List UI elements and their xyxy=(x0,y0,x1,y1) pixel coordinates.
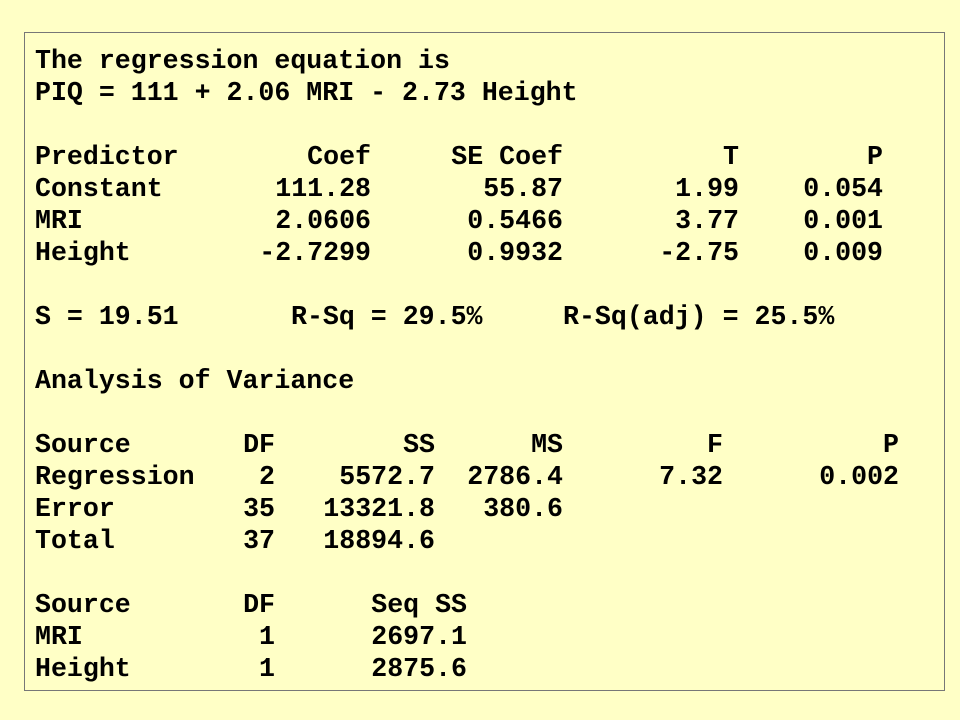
table-cell: 0.9932 xyxy=(467,238,563,268)
table-cell: 380.6 xyxy=(483,494,563,524)
anova-title: Analysis of Variance xyxy=(35,366,354,396)
table-cell: 0.054 xyxy=(803,174,883,204)
table-cell: 37 xyxy=(243,526,275,556)
header-cell: Source xyxy=(35,430,131,460)
table-cell: Regression xyxy=(35,462,195,492)
header-cell: SS xyxy=(403,430,435,460)
fit-stat: R-Sq(adj) = 25.5% xyxy=(563,302,834,332)
table-cell: -2.75 xyxy=(659,238,739,268)
table-cell: Height xyxy=(35,238,131,268)
table-cell: 0.002 xyxy=(819,462,899,492)
equation-title: The regression equation is xyxy=(35,46,450,76)
table-cell: 111.28 xyxy=(275,174,371,204)
table-cell: 5572.7 xyxy=(339,462,435,492)
table-cell: 55.87 xyxy=(483,174,563,204)
header-cell: P xyxy=(883,430,899,460)
header-cell: F xyxy=(707,430,723,460)
table-cell: 13321.8 xyxy=(323,494,435,524)
header-cell: Coef xyxy=(307,142,371,172)
table-cell: 0.001 xyxy=(803,206,883,236)
table-cell: 0.5466 xyxy=(467,206,563,236)
table-cell: 1 xyxy=(259,654,275,684)
header-cell: SE Coef xyxy=(451,142,563,172)
table-cell: 2.0606 xyxy=(275,206,371,236)
table-cell: 2875.6 xyxy=(371,654,467,684)
header-cell: P xyxy=(867,142,883,172)
table-cell: Error xyxy=(35,494,115,524)
header-cell: DF xyxy=(243,430,275,460)
table-cell: 7.32 xyxy=(659,462,723,492)
header-cell: Predictor xyxy=(35,142,179,172)
equation-formula: PIQ = 111 + 2.06 MRI - 2.73 Height xyxy=(35,78,578,108)
table-cell: 3.77 xyxy=(675,206,739,236)
output-box xyxy=(24,32,945,691)
header-cell: Source xyxy=(35,590,131,620)
header-cell: T xyxy=(723,142,739,172)
table-cell: MRI xyxy=(35,206,83,236)
table-cell: Height xyxy=(35,654,131,684)
table-cell: Constant xyxy=(35,174,163,204)
table-cell: 2 xyxy=(259,462,275,492)
header-cell: DF xyxy=(243,590,275,620)
fit-stat: S = 19.51 xyxy=(35,302,179,332)
table-cell: 18894.6 xyxy=(323,526,435,556)
header-cell: MS xyxy=(531,430,563,460)
table-cell: Total xyxy=(35,526,115,556)
table-cell: 2786.4 xyxy=(467,462,563,492)
table-cell: 0.009 xyxy=(803,238,883,268)
table-cell: MRI xyxy=(35,622,83,652)
table-cell: -2.7299 xyxy=(259,238,371,268)
table-cell: 2697.1 xyxy=(371,622,467,652)
header-cell: Seq SS xyxy=(371,590,467,620)
table-cell: 1.99 xyxy=(675,174,739,204)
table-cell: 1 xyxy=(259,622,275,652)
fit-stat: R-Sq = 29.5% xyxy=(291,302,483,332)
table-cell: 35 xyxy=(243,494,275,524)
